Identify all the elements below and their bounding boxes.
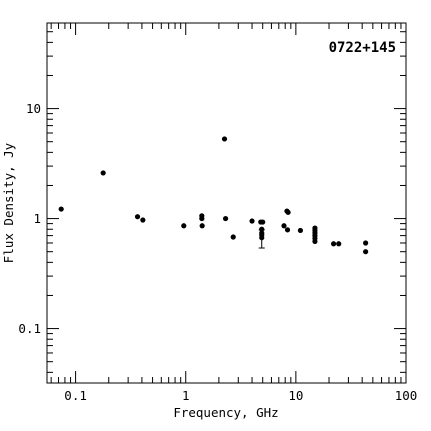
y-tick-label: 0.1 [18, 321, 41, 336]
data-point [281, 223, 287, 229]
axis-ticks [47, 22, 407, 383]
data-point [230, 234, 236, 240]
y-tick-labels: 0.1 1 10 [18, 101, 41, 336]
data-point [312, 238, 318, 245]
x-tick-label: 10 [288, 388, 303, 403]
y-axis-label: Flux Density, Jy [1, 142, 16, 263]
data-point [259, 235, 265, 241]
data-point [330, 241, 337, 247]
x-tick-label: 100 [395, 388, 418, 403]
data-point [140, 217, 146, 223]
data-point [199, 223, 205, 229]
data-point [249, 218, 255, 224]
data-point [363, 249, 369, 255]
plot-frame [46, 22, 407, 384]
x-tick-labels: 0.1 1 10 100 [64, 388, 417, 403]
data-point [284, 227, 291, 233]
data-point [199, 215, 205, 222]
source-annotation: 0722+145 [329, 40, 396, 56]
data-point [100, 170, 106, 176]
data-point [285, 209, 291, 215]
y-tick-label: 1 [33, 211, 41, 226]
data-point [297, 227, 304, 234]
data-point [58, 206, 64, 212]
data-point [336, 241, 342, 247]
y-tick-label: 10 [26, 101, 41, 116]
data-points [58, 136, 369, 255]
data-point [221, 136, 228, 142]
data-point [181, 223, 187, 229]
data-point [259, 226, 265, 232]
x-tick-label: 1 [182, 388, 190, 403]
data-point [363, 240, 369, 246]
data-point [222, 215, 229, 222]
data-point [134, 214, 141, 220]
x-axis-label: Frequency, GHz [173, 405, 278, 420]
x-tick-label: 0.1 [64, 388, 87, 403]
data-point [260, 219, 266, 225]
